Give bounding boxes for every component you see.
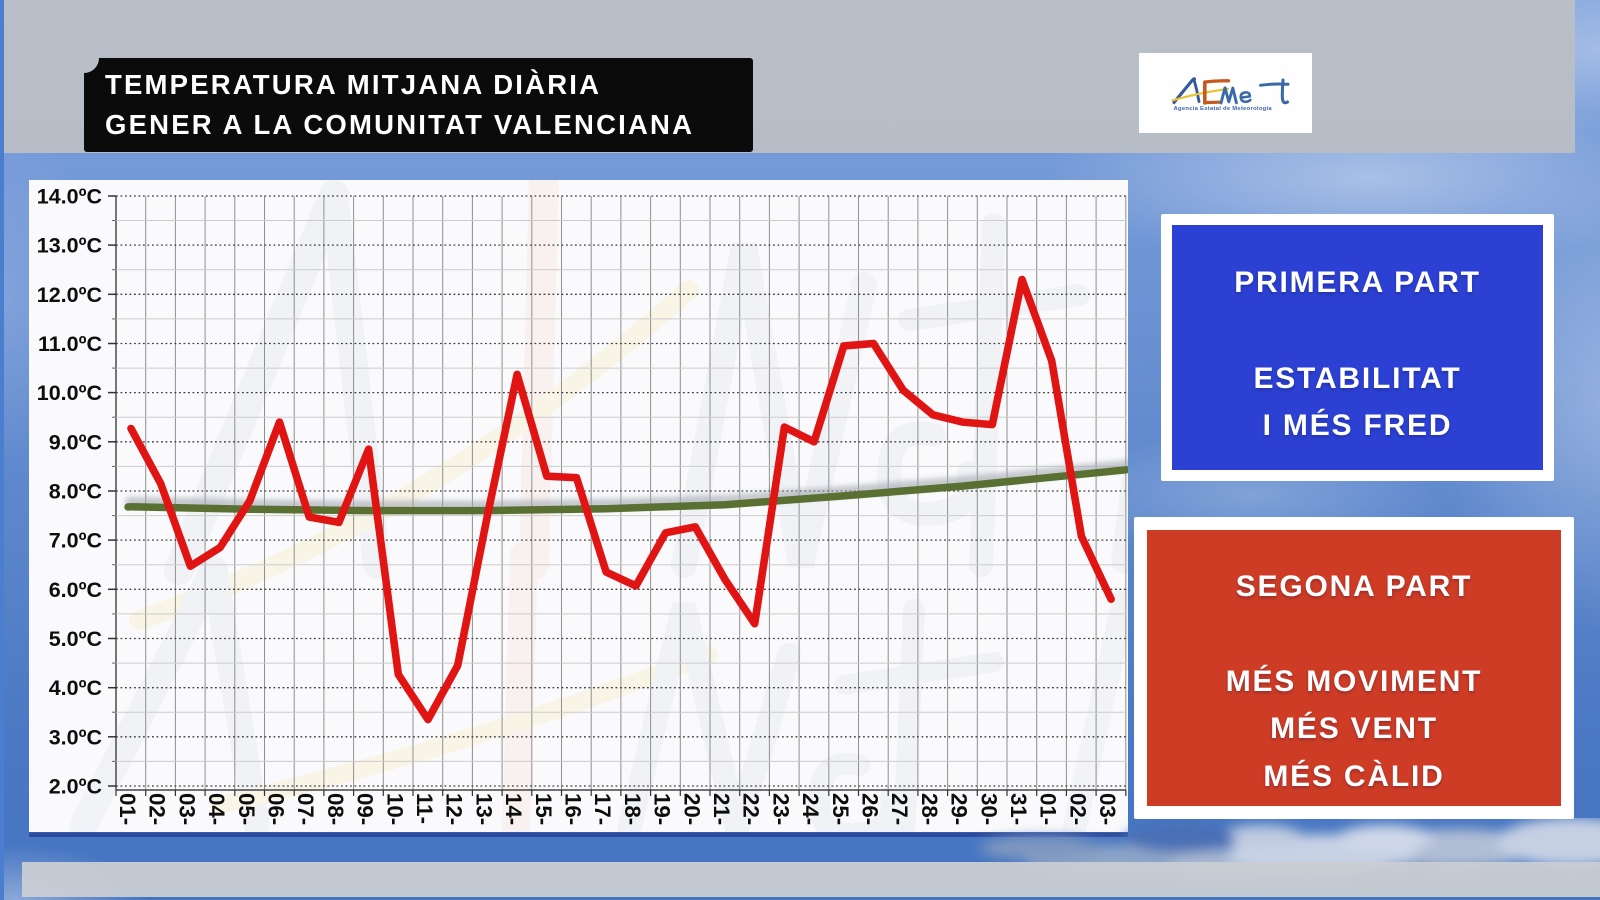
svg-text:27-: 27- [887,793,912,825]
svg-text:26-: 26- [858,793,883,825]
svg-text:29-: 29- [947,793,972,825]
svg-text:24-: 24- [798,793,823,825]
svg-text:15-: 15- [531,793,556,825]
svg-text:25-: 25- [828,793,853,825]
svg-text:11-: 11- [412,793,437,824]
svg-text:14.0ºC: 14.0ºC [37,185,102,209]
svg-text:10-: 10- [382,793,407,825]
svg-text:22-: 22- [739,793,764,825]
svg-text:02-: 02- [145,793,170,825]
svg-text:28-: 28- [917,793,942,825]
svg-text:04-: 04- [204,793,229,825]
svg-text:7.0ºC: 7.0ºC [49,529,102,553]
svg-text:4.0ºC: 4.0ºC [49,676,102,700]
svg-text:03-: 03- [1095,793,1120,825]
svg-text:16-: 16- [561,793,586,825]
svg-text:6.0ºC: 6.0ºC [49,578,102,602]
svg-text:3.0ºC: 3.0ºC [49,725,102,749]
svg-text:13.0ºC: 13.0ºC [37,234,102,258]
svg-text:8.0ºC: 8.0ºC [49,480,102,504]
svg-text:01-: 01- [115,793,140,825]
svg-text:05-: 05- [234,793,259,825]
svg-text:10.0ºC: 10.0ºC [37,381,102,405]
svg-text:19-: 19- [650,793,675,825]
svg-text:01-: 01- [1036,793,1061,825]
svg-text:11.0ºC: 11.0ºC [38,332,102,356]
svg-text:13-: 13- [471,793,496,825]
svg-text:31-: 31- [1006,793,1031,825]
svg-text:08-: 08- [323,793,348,825]
svg-text:21-: 21- [709,793,734,825]
svg-text:18-: 18- [620,793,645,825]
svg-text:03-: 03- [174,793,199,825]
svg-text:20-: 20- [679,793,704,825]
svg-text:30-: 30- [976,793,1001,825]
svg-text:5.0ºC: 5.0ºC [49,627,102,651]
svg-text:12-: 12- [442,793,467,825]
svg-text:23-: 23- [768,793,793,825]
svg-text:9.0ºC: 9.0ºC [49,430,102,454]
svg-text:09-: 09- [353,793,378,825]
svg-text:02-: 02- [1065,793,1090,825]
svg-text:06-: 06- [264,793,289,825]
svg-text:Agencia Estatal de Meteorologí: Agencia Estatal de Meteorología [1174,106,1273,112]
svg-text:12.0ºC: 12.0ºC [37,283,102,307]
svg-text:07-: 07- [293,793,318,825]
svg-text:14-: 14- [501,793,526,825]
svg-text:2.0ºC: 2.0ºC [49,775,102,799]
svg-text:17-: 17- [590,793,615,825]
